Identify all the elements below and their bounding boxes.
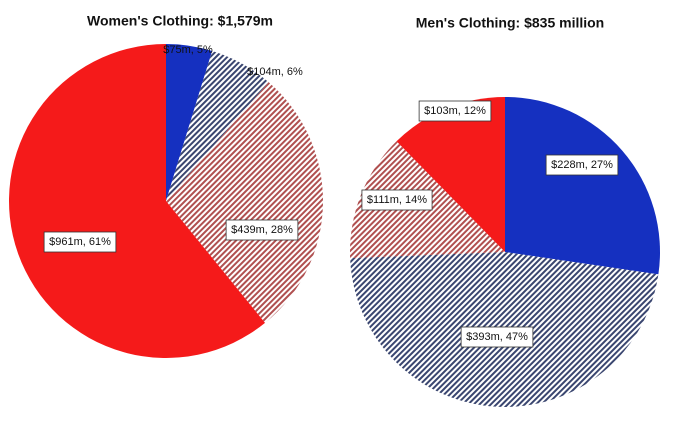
chart-title: Men's Clothing: $835 million: [416, 15, 604, 31]
data-label: $104m, 6%: [247, 66, 303, 78]
label-box: [225, 219, 299, 241]
data-label: $75m, 5%: [163, 44, 213, 56]
pie-slice: [9, 44, 266, 358]
pie-slice: [166, 44, 213, 201]
data-label: $439m, 28%: [231, 224, 293, 236]
pie-slice: [166, 82, 324, 323]
label-box: [418, 100, 492, 122]
chart-title: Women's Clothing: $1,579m: [87, 13, 273, 29]
label-box: [43, 231, 117, 253]
label-box: [460, 326, 534, 348]
data-label: $228m, 27%: [551, 159, 613, 171]
label-box: [361, 189, 433, 211]
data-label: $103m, 12%: [424, 105, 486, 117]
data-label: $111m, 14%: [367, 194, 427, 206]
pie-slice: [505, 97, 660, 275]
label-box: [545, 154, 619, 176]
pie-slice: [166, 50, 269, 202]
pie-slice: [396, 97, 505, 252]
data-label: $393m, 47%: [466, 331, 528, 343]
data-label: $961m, 61%: [49, 236, 111, 248]
